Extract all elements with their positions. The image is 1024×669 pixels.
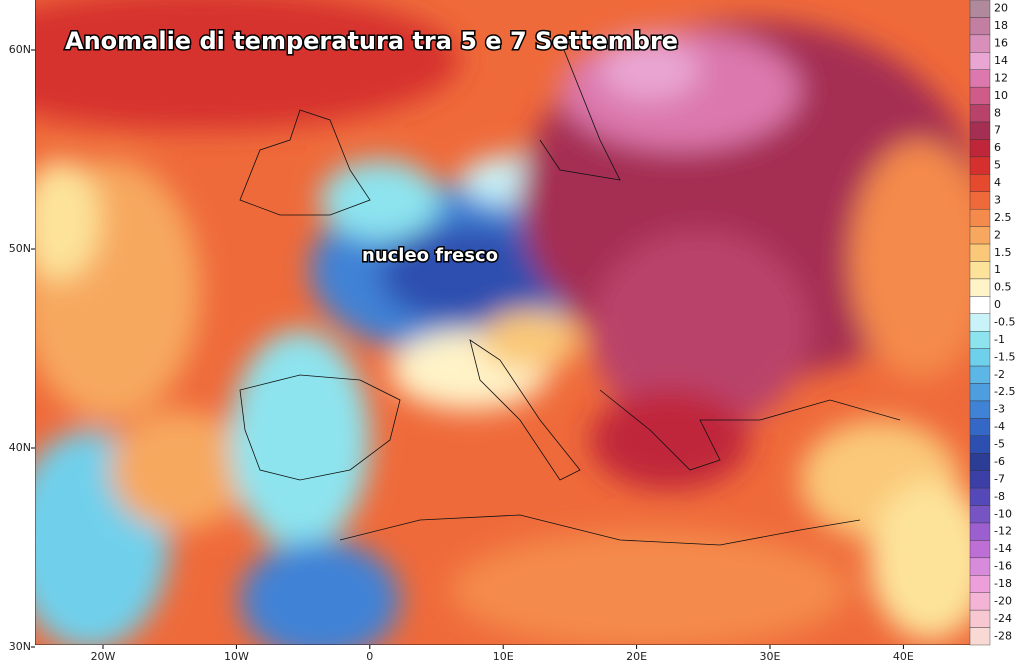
legend-label: 16 bbox=[994, 37, 1008, 50]
legend-swatch bbox=[969, 52, 991, 70]
legend-swatch bbox=[969, 261, 991, 280]
legend-label: 10 bbox=[994, 89, 1008, 102]
legend-swatch bbox=[969, 296, 991, 314]
legend-swatch bbox=[969, 383, 991, 402]
legend-swatch bbox=[969, 226, 991, 245]
legend-swatch bbox=[969, 435, 991, 454]
legend-label: -10 bbox=[994, 507, 1012, 520]
legend-swatch bbox=[969, 174, 991, 192]
lon-label: 20E bbox=[626, 650, 647, 663]
legend-swatch bbox=[969, 104, 991, 123]
legend-label: 6 bbox=[994, 141, 1001, 154]
legend-label: -2 bbox=[994, 368, 1005, 381]
legend-label: -2.5 bbox=[994, 385, 1015, 398]
legend-label: 3 bbox=[994, 193, 1001, 206]
legend-label: 18 bbox=[994, 19, 1008, 32]
legend-swatch bbox=[969, 278, 991, 297]
legend-swatch bbox=[969, 86, 991, 105]
legend-label: 0 bbox=[994, 298, 1001, 311]
legend-label: -8 bbox=[994, 490, 1005, 503]
legend-label: 12 bbox=[994, 71, 1008, 84]
legend-label: 20 bbox=[994, 2, 1008, 15]
legend-label: -20 bbox=[994, 594, 1012, 607]
lon-label: 30E bbox=[760, 650, 781, 663]
legend-swatch bbox=[969, 313, 991, 332]
anomaly-map bbox=[35, 0, 970, 645]
legend-swatch bbox=[969, 34, 991, 53]
legend-swatch bbox=[969, 208, 991, 227]
legend-swatch bbox=[969, 69, 991, 88]
lon-label: 10E bbox=[493, 650, 514, 663]
legend-swatch bbox=[969, 418, 991, 437]
legend-label: -14 bbox=[994, 542, 1012, 555]
legend-swatch bbox=[969, 470, 991, 489]
legend-label: -0.5 bbox=[994, 316, 1015, 329]
legend-swatch bbox=[969, 575, 991, 593]
legend-label: -4 bbox=[994, 420, 1005, 433]
legend-swatch bbox=[969, 522, 991, 541]
legend-label: -16 bbox=[994, 560, 1012, 573]
legend-swatch bbox=[969, 191, 991, 210]
legend-label: -7 bbox=[994, 472, 1005, 485]
legend-label: 8 bbox=[994, 106, 1001, 119]
legend-swatch bbox=[969, 540, 991, 559]
legend-label: -6 bbox=[994, 455, 1005, 468]
legend-swatch bbox=[969, 400, 991, 419]
legend-label: -3 bbox=[994, 403, 1005, 416]
legend-swatch bbox=[969, 156, 991, 175]
lat-label: 30N bbox=[9, 640, 31, 653]
lon-label: 0 bbox=[366, 650, 373, 663]
legend-swatch bbox=[969, 365, 991, 384]
legend-swatch bbox=[969, 139, 991, 158]
lat-label: 50N bbox=[9, 242, 31, 255]
legend-label: 14 bbox=[994, 54, 1008, 67]
legend-label: 5 bbox=[994, 159, 1001, 172]
legend-label: -28 bbox=[994, 629, 1012, 642]
legend-label: -1.5 bbox=[994, 350, 1015, 363]
lat-label: 40N bbox=[9, 441, 31, 454]
legend-swatch bbox=[969, 557, 991, 576]
legend-label: 1.5 bbox=[994, 246, 1012, 259]
legend-swatch bbox=[969, 592, 991, 611]
legend-label: -18 bbox=[994, 577, 1012, 590]
legend-swatch bbox=[969, 627, 991, 646]
annotation: nucleo fresco bbox=[362, 245, 498, 266]
legend-swatch bbox=[969, 331, 991, 349]
legend-swatch bbox=[969, 348, 991, 367]
legend-label: 4 bbox=[994, 176, 1001, 189]
legend-label: 0.5 bbox=[994, 281, 1012, 294]
lon-label: 20W bbox=[91, 650, 116, 663]
legend-swatch bbox=[969, 121, 991, 140]
lat-label: 60N bbox=[9, 43, 31, 56]
legend-label: -1 bbox=[994, 333, 1005, 346]
lon-label: 40E bbox=[893, 650, 914, 663]
legend-swatch bbox=[969, 453, 991, 471]
map-title: Anomalie di temperatura tra 5 e 7 Settem… bbox=[65, 27, 678, 55]
legend-swatch bbox=[969, 487, 991, 506]
legend-swatch bbox=[969, 17, 991, 36]
legend-label: 2 bbox=[994, 228, 1001, 241]
legend-label: 1 bbox=[994, 263, 1001, 276]
legend-swatch bbox=[969, 243, 991, 262]
legend-label: 7 bbox=[994, 124, 1001, 137]
lon-label: 10W bbox=[224, 650, 249, 663]
legend-label: -12 bbox=[994, 525, 1012, 538]
legend-label: -24 bbox=[994, 612, 1012, 625]
legend-swatch bbox=[969, 609, 991, 628]
legend-swatch bbox=[969, 0, 991, 18]
legend-label: 2.5 bbox=[994, 211, 1012, 224]
coastlines bbox=[239, 39, 901, 546]
legend-swatch bbox=[969, 505, 991, 524]
legend-label: -5 bbox=[994, 438, 1005, 451]
